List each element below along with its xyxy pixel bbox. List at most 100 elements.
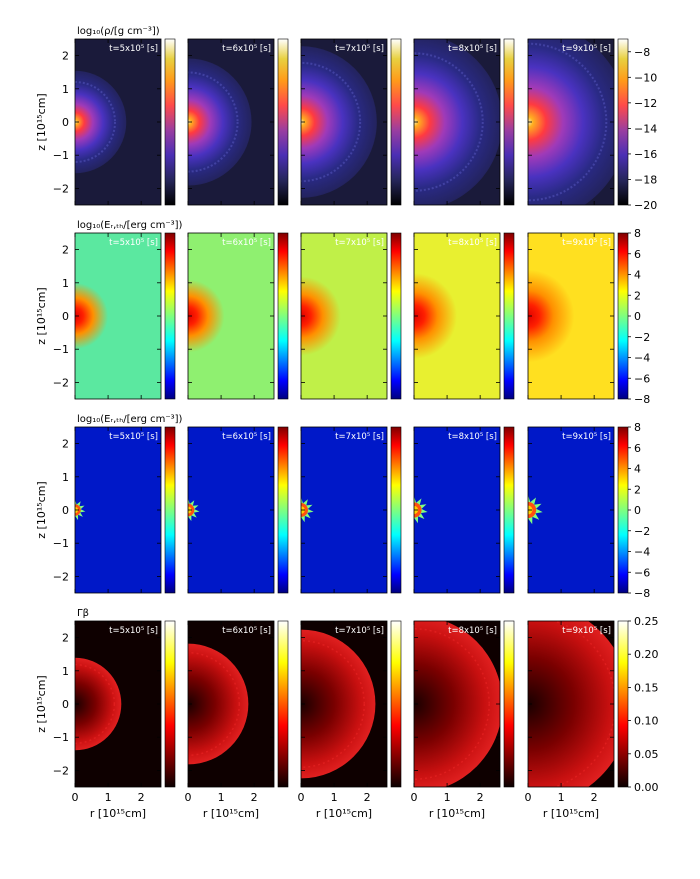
colorbar-tick-label: −20 xyxy=(634,199,657,212)
colorbar-tick-label: 4 xyxy=(634,269,641,282)
colorbar-tick-label: 0 xyxy=(634,504,641,517)
x-tick-label: 2 xyxy=(138,791,145,804)
heatmap-image xyxy=(188,621,274,787)
panel: t=9x10⁵ [s] 0 1 2 r [10¹⁵cm] xyxy=(525,620,629,820)
panel: t=7x10⁵ [s] xyxy=(300,232,402,400)
time-label: t=9x10⁵ [s] xyxy=(562,626,611,636)
colorbar-tick-label: 0.15 xyxy=(634,681,659,694)
panel: t=8x10⁵ [s] xyxy=(413,38,515,206)
time-label: t=9x10⁵ [s] xyxy=(562,44,611,54)
panel: t=9x10⁵ [s] xyxy=(527,38,629,206)
x-tick-label: 1 xyxy=(558,791,565,804)
row-title: log₁₀(Eᵣ,ₜₕ/[erg cm⁻³]) xyxy=(77,220,183,231)
y-tick-label: 0 xyxy=(62,698,69,711)
colorbar-tick-label: −14 xyxy=(634,122,657,135)
time-label: t=8x10⁵ [s] xyxy=(448,626,497,636)
y-tick-label: 0 xyxy=(62,504,69,517)
colorbar-tick-label: −16 xyxy=(634,148,657,161)
panel: t=6x10⁵ [s] 0 1 2 r [10¹⁵cm] xyxy=(185,620,289,820)
colorbar-tick-label: 6 xyxy=(634,442,641,455)
panel: t=8x10⁵ [s] xyxy=(413,426,515,594)
panel: t=5x10⁵ [s] 2 1 0 −1 −2 xyxy=(53,38,176,206)
y-axis-label: z [10¹⁵cm] xyxy=(35,93,48,150)
panel: t=9x10⁵ [s] xyxy=(527,426,629,594)
colorbar-tick-label: 6 xyxy=(634,248,641,261)
y-tick-label: −2 xyxy=(53,570,69,583)
heatmap-image xyxy=(414,233,500,399)
x-tick-label: 0 xyxy=(525,791,532,804)
heatmap-image xyxy=(301,427,387,593)
panel: t=8x10⁵ [s] 0 1 2 r [10¹⁵cm] xyxy=(411,620,515,820)
panel: t=7x10⁵ [s] 0 1 2 r [10¹⁵cm] xyxy=(298,620,402,820)
y-tick-label: 2 xyxy=(62,632,69,645)
x-tick-label: 1 xyxy=(444,791,451,804)
colorbar-tick-label: 2 xyxy=(634,483,641,496)
colorbar-tick-label: −2 xyxy=(634,525,650,538)
time-label: t=6x10⁵ [s] xyxy=(222,238,271,248)
heatmap-image xyxy=(528,233,614,399)
colorbar-tick-label: 8 xyxy=(634,421,641,434)
y-tick-label: 1 xyxy=(62,665,69,678)
heatmap-image xyxy=(528,39,614,205)
colorbar-tick-label: −10 xyxy=(634,71,657,84)
y-tick-label: −1 xyxy=(53,343,69,356)
heatmap-image xyxy=(528,427,614,593)
colorbar xyxy=(617,38,629,206)
time-label: t=8x10⁵ [s] xyxy=(448,44,497,54)
time-label: t=7x10⁵ [s] xyxy=(335,44,384,54)
x-tick-label: 0 xyxy=(185,791,192,804)
time-label: t=8x10⁵ [s] xyxy=(448,238,497,248)
x-tick-label: 1 xyxy=(105,791,112,804)
panel: t=5x10⁵ [s] 2 1 0 −1 −2 xyxy=(53,426,176,594)
panel: t=6x10⁵ [s] xyxy=(187,38,289,206)
colorbar-tick-label: 0.25 xyxy=(634,615,659,628)
y-axis-label: z [10¹⁵cm] xyxy=(35,675,48,732)
y-tick-label: 2 xyxy=(62,438,69,451)
y-tick-label: 2 xyxy=(62,50,69,63)
row-title: Γβ xyxy=(77,608,89,619)
y-tick-label: −1 xyxy=(53,731,69,744)
y-tick-label: 2 xyxy=(62,244,69,257)
colorbar-tick-label: −8 xyxy=(634,393,650,406)
heatmap-image xyxy=(414,39,500,205)
colorbar xyxy=(390,620,402,788)
x-axis-label: r [10¹⁵cm] xyxy=(543,807,599,820)
heatmap-image xyxy=(75,621,161,787)
colorbar xyxy=(164,620,176,788)
x-axis-label: r [10¹⁵cm] xyxy=(316,807,372,820)
x-tick-label: 0 xyxy=(411,791,418,804)
colorbar xyxy=(390,232,402,400)
time-label: t=7x10⁵ [s] xyxy=(335,238,384,248)
time-label: t=5x10⁵ [s] xyxy=(109,626,158,636)
heatmap-image xyxy=(528,621,614,787)
x-axis-label: r [10¹⁵cm] xyxy=(203,807,259,820)
x-tick-label: 2 xyxy=(591,791,598,804)
time-label: t=5x10⁵ [s] xyxy=(109,238,158,248)
colorbar-tick-label: −12 xyxy=(634,97,657,110)
panel: t=6x10⁵ [s] xyxy=(187,232,289,400)
colorbar xyxy=(277,232,289,400)
x-tick-label: 2 xyxy=(251,791,258,804)
colorbar xyxy=(277,426,289,594)
row-title: log₁₀(Eᵣ,ₜₕ/[erg cm⁻³]) xyxy=(77,414,183,425)
colorbar-tick-label: 2 xyxy=(634,289,641,302)
heatmap-image xyxy=(75,39,161,205)
colorbar xyxy=(617,232,629,400)
heatmap-image xyxy=(414,427,500,593)
colorbar xyxy=(390,38,402,206)
y-axis-label: z [10¹⁵cm] xyxy=(35,481,48,538)
colorbar-tick-label: −18 xyxy=(634,173,657,186)
y-tick-label: 1 xyxy=(62,471,69,484)
colorbar xyxy=(164,38,176,206)
colorbar-tick-label: −4 xyxy=(634,352,650,365)
colorbar-tick-label: −2 xyxy=(634,331,650,344)
y-tick-label: −1 xyxy=(53,537,69,550)
row-title: log₁₀(ρ/[g cm⁻³]) xyxy=(77,26,160,37)
colorbar xyxy=(617,426,629,594)
heatmap-image xyxy=(75,427,161,593)
heatmap-image xyxy=(188,427,274,593)
heatmap-image xyxy=(301,621,387,787)
panel: t=9x10⁵ [s] xyxy=(527,232,629,400)
panel: t=7x10⁵ [s] xyxy=(300,38,402,206)
heatmap-image xyxy=(75,233,161,399)
